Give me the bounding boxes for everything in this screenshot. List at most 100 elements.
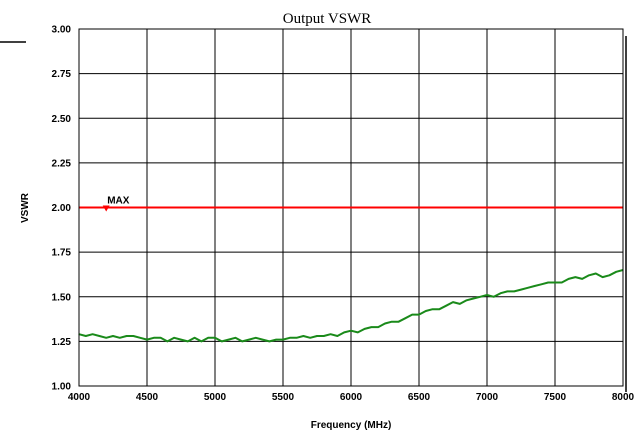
- data-point: [248, 338, 250, 341]
- limit-layer: MAX: [79, 196, 623, 212]
- data-point: [112, 335, 114, 337]
- data-point: [241, 340, 243, 342]
- data-point: [302, 335, 304, 337]
- x-tick-label: 8000: [612, 392, 635, 403]
- x-tick-label: 4500: [136, 392, 159, 403]
- data-point: [214, 337, 216, 339]
- max-label: MAX: [107, 196, 130, 207]
- data-point: [547, 281, 549, 284]
- x-axis-label: Frequency (MHz): [311, 420, 392, 431]
- y-tick-labels: 1.00 1.25 1.50 1.75 2.00 2.25 2.50 2.75 3.00: [52, 25, 72, 393]
- data-point: [391, 321, 393, 323]
- data-point: [309, 337, 311, 339]
- y-tick-label: 1.75: [52, 248, 72, 259]
- max-marker: [102, 205, 110, 212]
- data-point: [146, 338, 148, 341]
- data-point: [180, 338, 182, 341]
- data-point: [282, 338, 284, 341]
- data-point: [588, 274, 590, 276]
- data-point: [493, 296, 495, 298]
- data-point: [153, 337, 155, 339]
- y-tick-label: 3.00: [52, 25, 72, 36]
- data-point: [568, 278, 570, 280]
- data-point: [228, 338, 230, 341]
- x-tick-label: 5000: [204, 392, 227, 403]
- data-point: [534, 285, 536, 287]
- data-point: [296, 337, 298, 339]
- y-tick-label: 1.00: [52, 382, 72, 393]
- data-point: [364, 328, 366, 330]
- data-point: [384, 322, 386, 325]
- data-point: [139, 337, 141, 339]
- x-tick-label: 4000: [68, 392, 91, 403]
- data-point: [221, 340, 223, 342]
- x-tick-labels: 4000 4500 5000 5500 6000 6500 7000 7500 8000: [68, 392, 635, 403]
- plot-frame: [78, 28, 624, 387]
- data-point: [425, 310, 427, 312]
- data-point: [200, 340, 202, 342]
- y-tick-label: 2.00: [52, 203, 72, 214]
- data-point: [330, 333, 332, 335]
- data-point: [561, 281, 563, 284]
- data-point: [85, 335, 87, 337]
- data-point: [207, 337, 209, 339]
- data-point: [513, 290, 515, 292]
- data-point: [608, 274, 611, 276]
- data-point: [289, 337, 291, 339]
- data-point: [173, 337, 175, 339]
- data-point: [105, 337, 107, 339]
- data-point: [404, 317, 406, 319]
- data-point: [194, 337, 196, 339]
- data-point: [615, 271, 617, 273]
- y-tick-label: 2.25: [52, 158, 72, 169]
- data-point: [506, 290, 508, 292]
- data-point: [602, 276, 604, 278]
- data-point: [472, 297, 474, 300]
- data-point: [595, 272, 597, 275]
- data-point: [520, 289, 522, 291]
- y-tick-label: 2.75: [52, 69, 72, 80]
- x-tick-label: 6500: [408, 392, 431, 403]
- data-point: [126, 335, 128, 337]
- data-point: [479, 296, 481, 298]
- y-tick-label: 1.25: [52, 337, 72, 348]
- data-point: [581, 278, 583, 280]
- data-point: [98, 335, 100, 337]
- data-point: [234, 337, 236, 339]
- data-point: [343, 331, 345, 334]
- data-point: [418, 314, 420, 316]
- x-tick-label: 7500: [544, 392, 567, 403]
- data-point: [262, 338, 264, 341]
- data-point: [574, 276, 577, 278]
- data-point: [486, 294, 488, 296]
- data-point: [500, 292, 502, 294]
- data-point: [554, 281, 556, 284]
- data-point: [438, 308, 440, 310]
- data-point: [119, 337, 121, 339]
- data-point: [92, 333, 94, 335]
- data-point: [357, 331, 359, 334]
- y-tick-label: 2.50: [52, 114, 72, 125]
- data-point: [336, 335, 338, 337]
- data-point: [316, 335, 318, 337]
- data-point: [398, 321, 400, 323]
- y-tick-label: 1.50: [52, 292, 72, 303]
- data-point: [527, 287, 529, 289]
- data-point: [370, 326, 372, 328]
- data-point: [166, 340, 168, 342]
- data-point: [452, 301, 454, 303]
- data-point: [323, 335, 325, 337]
- series-layer: [78, 269, 624, 343]
- data-point: [459, 303, 461, 305]
- data-point: [275, 338, 277, 341]
- data-point: [132, 335, 134, 337]
- data-point: [540, 283, 543, 285]
- data-point: [432, 308, 434, 310]
- data-point: [466, 299, 468, 301]
- data-point: [187, 340, 189, 342]
- data-point: [377, 326, 379, 328]
- x-tick-label: 6000: [340, 392, 363, 403]
- data-point: [350, 330, 352, 332]
